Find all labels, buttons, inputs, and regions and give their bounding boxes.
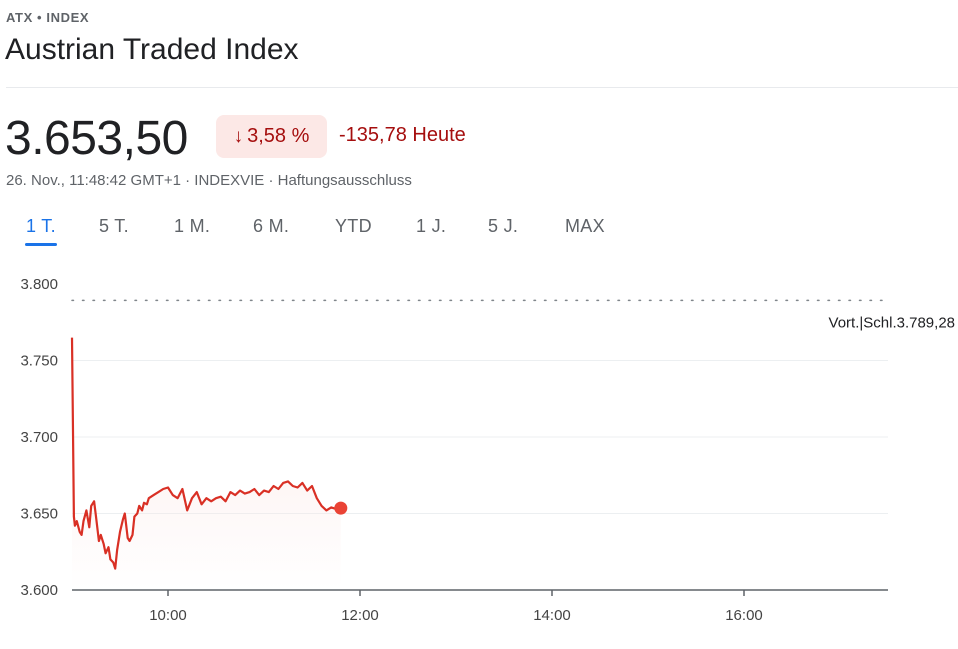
y-tick-label: 3.800 xyxy=(20,276,58,293)
current-price-marker xyxy=(334,501,348,515)
tab-6-months[interactable]: 6 M. xyxy=(253,216,290,236)
tab-5-days[interactable]: 5 T. xyxy=(99,216,129,236)
tab-1-day[interactable]: 1 T. xyxy=(25,216,57,246)
y-tick-label: 3.650 xyxy=(20,506,58,523)
tab-max[interactable]: MAX xyxy=(565,216,605,236)
current-price: 3.653,50 xyxy=(5,112,188,165)
divider xyxy=(6,87,958,88)
y-tick-label: 3.700 xyxy=(20,429,58,446)
y-tick-label: 3.750 xyxy=(20,353,58,370)
price-area-fill xyxy=(72,337,341,590)
page-title: Austrian Traded Index xyxy=(5,33,299,66)
x-tick-label: 12:00 xyxy=(341,607,379,624)
breadcrumb: ATX • INDEX xyxy=(6,10,90,25)
previous-close-label: Vort.|Schl.3.789,28 xyxy=(829,314,955,331)
change-percent-value: 3,58 % xyxy=(247,125,310,147)
tab-ytd[interactable]: YTD xyxy=(335,216,372,236)
tab-1-month[interactable]: 1 M. xyxy=(174,216,211,236)
x-tick-label: 10:00 xyxy=(149,607,187,624)
x-tick-label: 14:00 xyxy=(533,607,571,624)
change-absolute: -135,78 Heute xyxy=(339,124,466,146)
y-tick-label: 3.600 xyxy=(20,582,58,599)
quote-meta: 26. Nov., 11:48:42 GMT+1 · INDEXVIE · Ha… xyxy=(6,172,412,189)
tab-1-year[interactable]: 1 J. xyxy=(416,216,447,236)
change-percent-badge: ↓ 3,58 % xyxy=(216,115,327,158)
arrow-down-icon: ↓ xyxy=(233,125,244,147)
price-line xyxy=(70,337,341,570)
tab-5-years[interactable]: 5 J. xyxy=(488,216,519,236)
x-tick-label: 16:00 xyxy=(725,607,763,624)
